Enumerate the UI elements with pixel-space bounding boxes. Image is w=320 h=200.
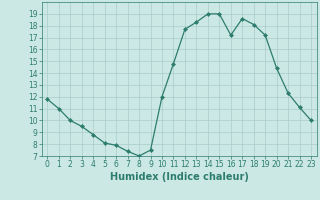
X-axis label: Humidex (Indice chaleur): Humidex (Indice chaleur) bbox=[110, 172, 249, 182]
